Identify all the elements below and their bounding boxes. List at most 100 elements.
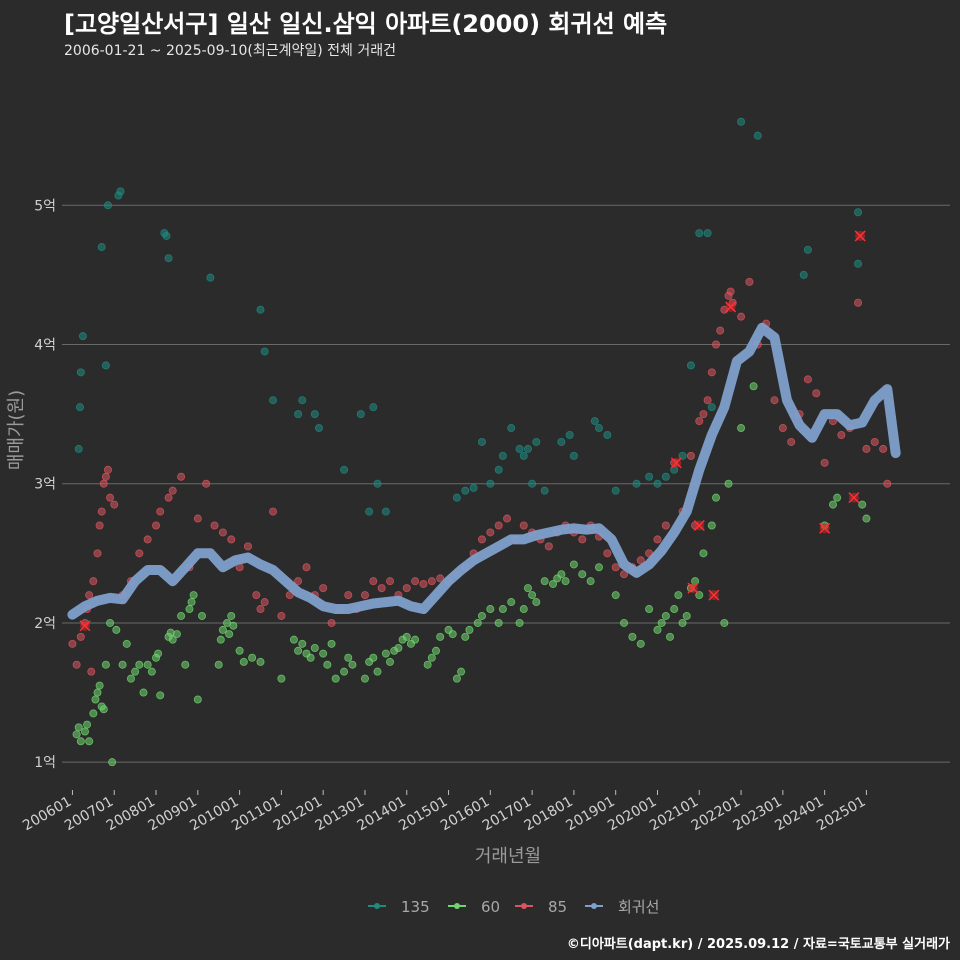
data-point-85 xyxy=(686,451,695,460)
legend-item: 회귀선 xyxy=(585,898,659,916)
data-point-60 xyxy=(197,611,206,620)
data-point-60 xyxy=(477,611,486,620)
data-point-85 xyxy=(93,549,102,558)
data-point-135 xyxy=(507,424,516,433)
data-point-135 xyxy=(611,486,620,495)
data-point-85 xyxy=(89,577,98,586)
data-point-60 xyxy=(620,618,629,627)
data-point-85 xyxy=(603,549,612,558)
data-point-60 xyxy=(298,639,307,648)
data-point-60 xyxy=(139,688,148,697)
data-point-135 xyxy=(164,254,173,263)
data-point-60 xyxy=(594,563,603,572)
data-point-85 xyxy=(218,528,227,537)
data-point-60 xyxy=(452,674,461,683)
data-point-85 xyxy=(327,618,336,627)
data-point-135 xyxy=(494,465,503,474)
data-point-60 xyxy=(427,653,436,662)
data-point-135 xyxy=(803,245,812,254)
data-point-60 xyxy=(707,521,716,530)
data-point-85 xyxy=(193,514,202,523)
data-point-135 xyxy=(75,403,84,412)
data-point-60 xyxy=(218,625,227,634)
data-point-60 xyxy=(93,688,102,697)
data-point-60 xyxy=(277,674,286,683)
data-point-85 xyxy=(360,591,369,600)
data-point-135 xyxy=(540,486,549,495)
data-point-135 xyxy=(799,270,808,279)
data-point-85 xyxy=(110,500,119,509)
legend: 135 60 85 회귀선 xyxy=(368,898,659,916)
data-point-60 xyxy=(699,549,708,558)
data-point-135 xyxy=(103,201,112,210)
data-point-85 xyxy=(411,577,420,586)
data-point-135 xyxy=(298,396,307,405)
data-point-85 xyxy=(870,437,879,446)
data-point-60 xyxy=(369,653,378,662)
data-point-85 xyxy=(778,424,787,433)
legend-item: 135 xyxy=(368,898,430,916)
data-point-85 xyxy=(879,444,888,453)
data-point-60 xyxy=(187,598,196,607)
data-point-85 xyxy=(862,444,871,453)
data-point-60 xyxy=(235,646,244,655)
data-point-135 xyxy=(703,229,712,238)
data-point-60 xyxy=(486,605,495,614)
data-point-135 xyxy=(569,451,578,460)
data-point-135 xyxy=(101,361,110,370)
data-point-60 xyxy=(473,618,482,627)
data-point-85 xyxy=(72,660,81,669)
data-point-60 xyxy=(720,618,729,627)
highlight-marker xyxy=(848,492,860,504)
data-point-135 xyxy=(528,479,537,488)
y-tick-label: 4억 xyxy=(34,338,56,354)
data-point-60 xyxy=(682,611,691,620)
data-point-60 xyxy=(181,660,190,669)
data-point-85 xyxy=(369,577,378,586)
data-point-60 xyxy=(344,653,353,662)
data-point-85 xyxy=(85,591,94,600)
data-point-135 xyxy=(498,451,507,460)
data-point-60 xyxy=(229,621,238,630)
data-point-135 xyxy=(373,479,382,488)
data-point-60 xyxy=(661,611,670,620)
data-point-85 xyxy=(803,375,812,384)
data-point-85 xyxy=(227,535,236,544)
data-point-60 xyxy=(611,591,620,600)
data-point-85 xyxy=(256,605,265,614)
data-point-60 xyxy=(494,618,503,627)
data-point-85 xyxy=(252,591,261,600)
highlight-marker xyxy=(725,301,737,313)
data-point-135 xyxy=(116,187,125,196)
data-point-60 xyxy=(858,500,867,509)
data-point-60 xyxy=(193,695,202,704)
data-point-60 xyxy=(319,649,328,658)
data-point-60 xyxy=(306,653,315,662)
data-point-60 xyxy=(833,493,842,502)
data-point-85 xyxy=(820,458,829,467)
data-point-85 xyxy=(620,570,629,579)
data-point-85 xyxy=(156,507,165,516)
data-point-135 xyxy=(381,507,390,516)
data-point-85 xyxy=(477,535,486,544)
data-point-60 xyxy=(436,632,445,641)
data-point-60 xyxy=(373,667,382,676)
data-point-60 xyxy=(448,630,457,639)
data-point-85 xyxy=(402,584,411,593)
data-point-60 xyxy=(156,691,165,700)
data-point-85 xyxy=(486,528,495,537)
data-point-60 xyxy=(74,723,83,732)
data-point-60 xyxy=(256,657,265,666)
data-point-60 xyxy=(106,618,115,627)
data-point-85 xyxy=(854,298,863,307)
data-point-60 xyxy=(653,625,662,634)
data-point-60 xyxy=(101,660,110,669)
data-point-85 xyxy=(76,632,85,641)
data-point-85 xyxy=(883,479,892,488)
data-point-60 xyxy=(172,630,181,639)
data-point-135 xyxy=(519,451,528,460)
data-point-60 xyxy=(72,730,81,739)
data-point-60 xyxy=(461,632,470,641)
data-point-135 xyxy=(365,507,374,516)
data-point-135 xyxy=(97,243,106,252)
